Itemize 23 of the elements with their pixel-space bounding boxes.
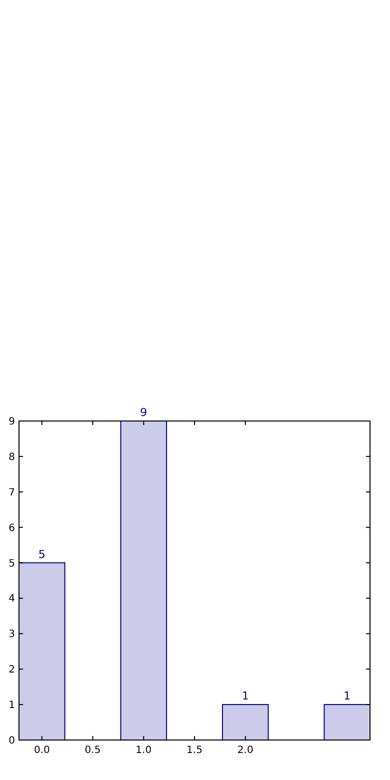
data-label: 1 <box>344 690 351 703</box>
y-tick-label: 8 <box>8 452 15 463</box>
y-tick-label: 1 <box>8 700 15 712</box>
y-tick-label: 4 <box>8 594 15 605</box>
bar <box>222 704 269 740</box>
y-tick-label: 9 <box>8 416 15 428</box>
data-label: 5 <box>38 548 46 561</box>
y-tick-label: 5 <box>8 558 15 570</box>
y-tick-label: 6 <box>8 522 15 534</box>
x-tick-label: 1.0 <box>136 745 152 756</box>
y-tick-label: 3 <box>8 629 15 640</box>
y-tick-label: 7 <box>8 487 15 498</box>
bar <box>324 704 370 740</box>
y-tick-label: 2 <box>8 664 15 676</box>
x-tick-label: 1.5 <box>186 745 202 756</box>
data-label: 1 <box>242 690 249 703</box>
x-tick-label: 0.0 <box>34 745 50 756</box>
data-label: 9 <box>140 406 148 419</box>
bar <box>120 420 168 740</box>
x-tick-label: 2.0 <box>237 745 254 756</box>
bar <box>18 562 66 740</box>
x-tick-label: 0.5 <box>84 745 101 756</box>
y-tick-label: 0 <box>8 736 15 746</box>
